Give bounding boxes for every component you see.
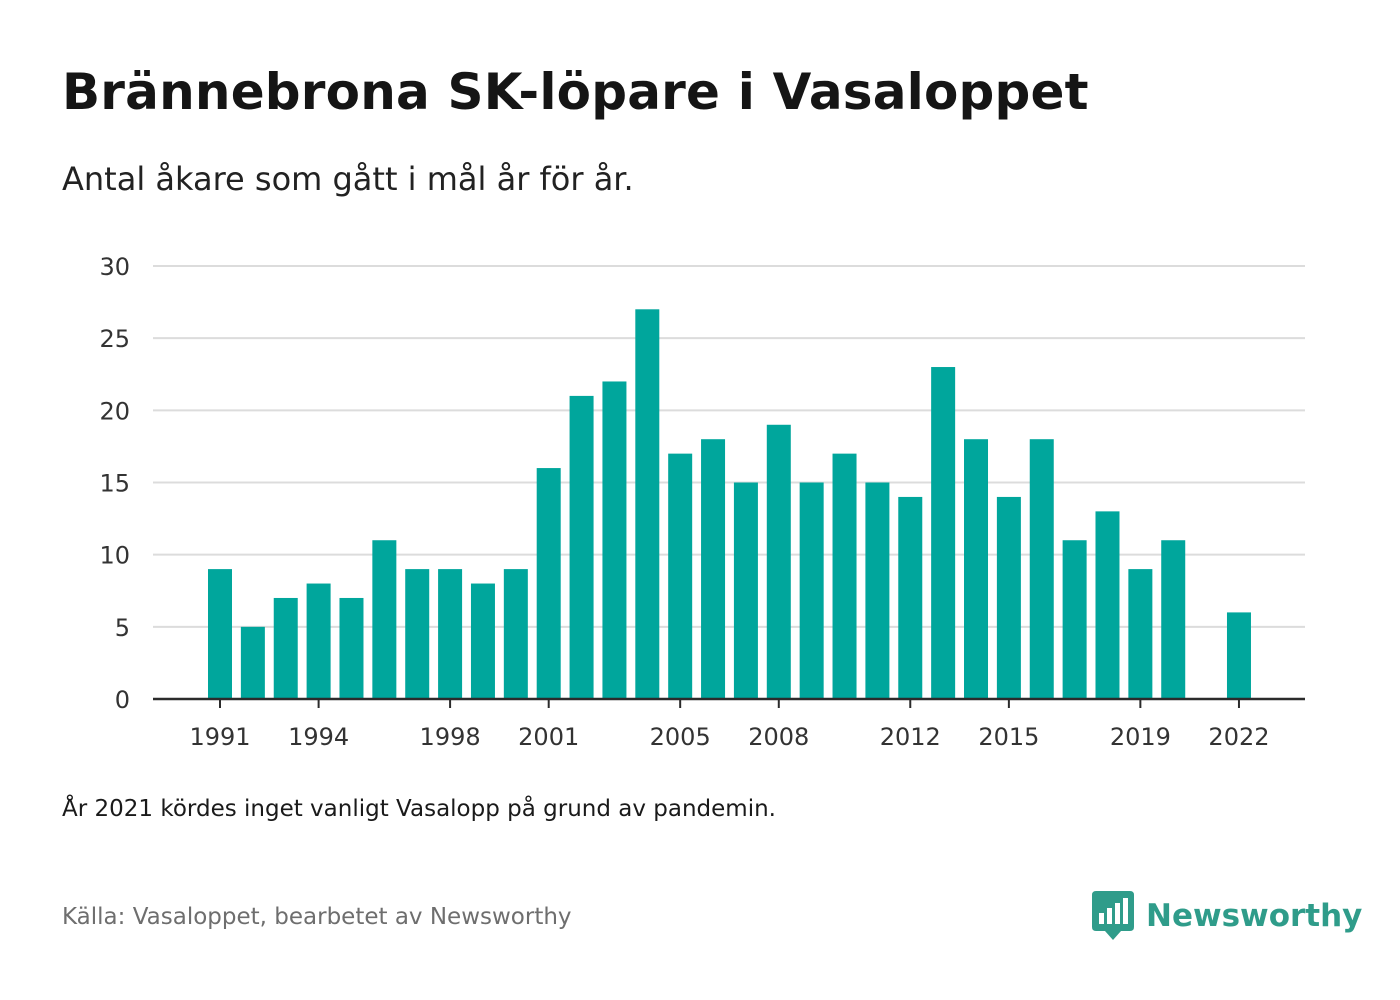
x-tick-label: 2019	[1110, 723, 1171, 751]
bar-2000	[503, 569, 528, 699]
bar-2007	[733, 482, 758, 699]
source-text: Källa: Vasaloppet, bearbetet av Newswort…	[62, 904, 572, 930]
bar-2018	[1095, 511, 1120, 699]
x-tick-label: 2005	[650, 723, 711, 751]
bar-2014	[964, 439, 989, 699]
bar-2012	[898, 496, 923, 699]
bar-2005	[668, 453, 693, 699]
x-tick-label: 2015	[978, 723, 1039, 751]
bar-2022	[1226, 612, 1251, 699]
bar-2004	[635, 309, 660, 699]
bar-2016	[1029, 439, 1054, 699]
y-tick-label: 5	[115, 614, 130, 642]
bar-2011	[865, 482, 890, 699]
bar-1994	[306, 583, 331, 699]
bar-1993	[273, 597, 298, 699]
bar-2010	[832, 453, 857, 699]
bar-1995	[339, 597, 364, 699]
newsworthy-brand: Newsworthy	[1092, 890, 1362, 942]
bar-1996	[372, 540, 397, 699]
bar-2001	[536, 468, 561, 699]
x-axis-ticks	[219, 699, 1240, 708]
bar-1992	[240, 626, 265, 699]
chart-subtitle: Antal åkare som gått i mål år för år.	[62, 160, 634, 198]
y-tick-label: 25	[99, 325, 130, 353]
bar-1997	[405, 569, 430, 699]
newsworthy-brand-name: Newsworthy	[1146, 898, 1363, 934]
x-tick-label: 2001	[518, 723, 579, 751]
y-axis-labels: 0 5 10 15 20 25 30	[99, 253, 130, 714]
x-tick-label: 1994	[288, 723, 349, 751]
y-tick-label: 30	[99, 253, 130, 281]
x-axis-labels: 1991 1994 1998 2001 2005 2008 2012 2015 2019 2022	[189, 723, 1269, 751]
bar-2019	[1128, 569, 1153, 699]
y-tick-label: 20	[99, 397, 130, 425]
bar-2013	[931, 367, 956, 699]
y-tick-label: 15	[99, 470, 130, 498]
chart-title: Brännebrona SK-löpare i Vasaloppet	[62, 63, 1089, 121]
x-tick-label: 2008	[748, 723, 809, 751]
bar-2020	[1161, 540, 1186, 699]
x-tick-label: 1998	[420, 723, 481, 751]
y-tick-label: 0	[115, 686, 130, 714]
bar-2015	[996, 496, 1021, 699]
pandemic-note: År 2021 kördes inget vanligt Vasalopp på…	[62, 796, 776, 822]
x-tick-label: 2012	[880, 723, 941, 751]
bar-2009	[799, 482, 824, 699]
bar-2003	[602, 381, 627, 699]
bar-2008	[766, 424, 791, 699]
bar-1999	[470, 583, 495, 699]
x-tick-label: 2022	[1208, 723, 1269, 751]
y-tick-label: 10	[99, 542, 130, 570]
x-tick-label: 1991	[189, 723, 250, 751]
newsworthy-logo-icon	[1092, 891, 1134, 940]
bar-1998	[438, 569, 463, 699]
bar-2006	[701, 439, 726, 699]
bar-1991	[208, 569, 232, 699]
bar-2002	[569, 395, 594, 699]
bar-2017	[1062, 540, 1087, 699]
bars	[208, 309, 1251, 699]
bar-chart: 0 5 10 15 20 25 30 1991 1994 1998 2001 2005 2008 201…	[99, 253, 1305, 751]
